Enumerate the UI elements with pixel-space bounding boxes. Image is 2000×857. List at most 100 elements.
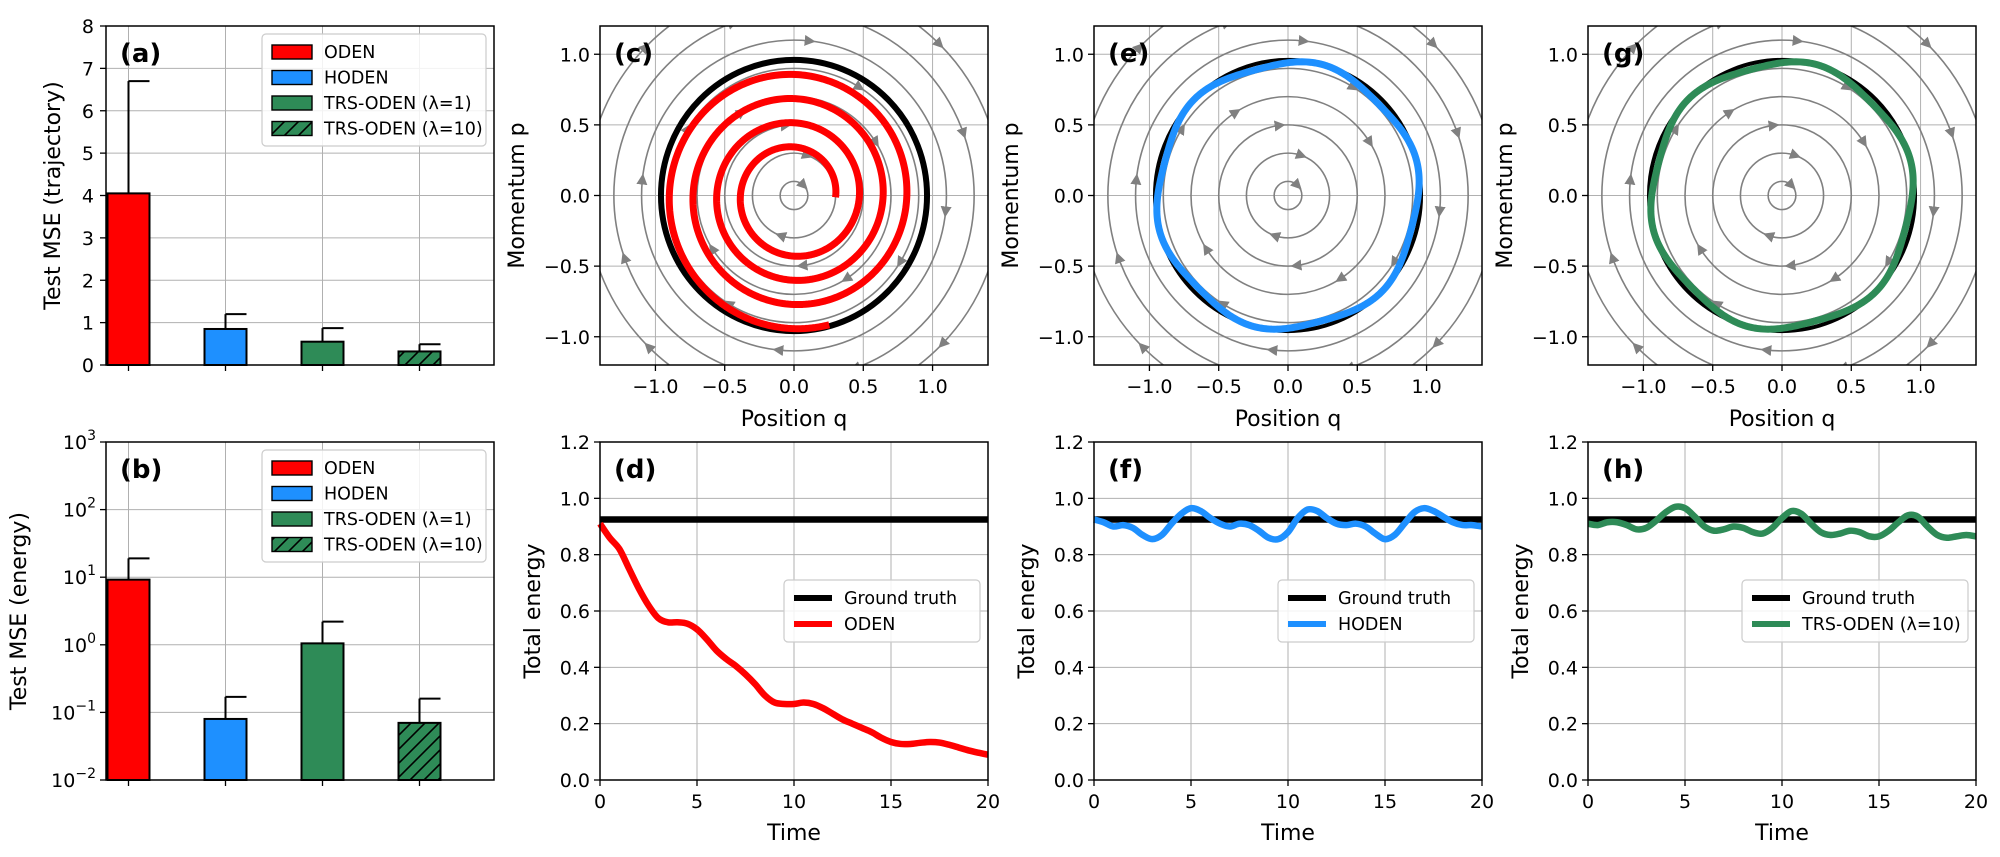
x-axis-label: Time (766, 821, 821, 846)
flow-arrow (1763, 232, 1776, 243)
x-axis-label: Time (1754, 821, 1809, 846)
flow-arrow (638, 42, 650, 55)
x-tick-label: 0.0 (779, 376, 809, 398)
streamline (1711, 124, 1853, 267)
x-tick-label: −1.0 (1620, 376, 1666, 398)
streamline (1273, 180, 1303, 211)
x-tick-label: 20 (1470, 791, 1494, 813)
y-tick-label: 0.6 (1548, 601, 1578, 623)
x-axis-label: Position q (1729, 407, 1836, 432)
flow-arrow (1632, 342, 1645, 355)
panel-c: −1.0 −0.5 0.0 0.5 1.0 −1.0 −0.5 0.0 0.5 1.0 Positi… (505, 25, 989, 432)
flow-arrow (1837, 361, 1850, 365)
flow-arrow (1335, 271, 1348, 283)
y-tick-label: 7 (82, 58, 94, 80)
flow-arrow (1217, 300, 1230, 312)
flow-arrow (1609, 252, 1620, 265)
flow-arrow (1132, 42, 1144, 55)
bar (300, 642, 345, 782)
y-tick-label: 8 (82, 16, 94, 38)
legend-label: TRS-ODEN (λ=1) (323, 94, 472, 114)
bar (106, 578, 151, 781)
legend-box (261, 33, 487, 147)
flow-arrow (1228, 108, 1241, 120)
y-tick-label: 0.2 (1054, 714, 1084, 736)
y-tick-label: 0.5 (560, 115, 590, 137)
y-tick-label: 0.8 (560, 545, 590, 567)
y-axis-label: Test MSE (energy) (7, 512, 32, 711)
x-tick-label: −0.5 (1690, 376, 1736, 398)
legend-label: HODEN (324, 69, 389, 89)
y-tick-label: 4 (82, 186, 94, 208)
flow-arrow (1346, 79, 1359, 91)
streamline (779, 180, 809, 211)
y-tick-label: 0.0 (1054, 770, 1084, 792)
x-tick-label: 0.0 (1273, 376, 1303, 398)
bar (106, 192, 151, 366)
y-tick-label: 0.4 (1054, 657, 1084, 679)
panel-d: 0 5 10 15 20 0.0 0.2 0.4 0.6 0.8 1.0 1.2 Time Total e… (521, 432, 1000, 846)
flow-arrow (1425, 36, 1438, 49)
flow-arrow (1944, 126, 1955, 139)
x-tick-label: 15 (1867, 791, 1891, 813)
panel-label: (e) (1108, 39, 1149, 69)
y-tick-label: 10−1 (51, 698, 96, 724)
x-tick-label: 0 (594, 791, 606, 813)
y-axis-label: Total energy (1509, 543, 1534, 679)
plot-area (1094, 26, 1482, 365)
legend-swatch (271, 44, 313, 60)
prediction-trajectory (1647, 58, 1917, 333)
legend-swatch (271, 69, 313, 86)
x-tick-label: 15 (879, 791, 903, 813)
streamline (1162, 67, 1414, 324)
x-tick-label: 15 (1373, 791, 1397, 813)
panel-a: 0 1 2 3 4 5 6 7 8 Test MSE (trajectory) (a) ODEN HOD… (41, 16, 495, 377)
y-tick-label: 1 (82, 313, 94, 335)
y-tick-label: −1.0 (1038, 327, 1084, 349)
legend-label: ODEN (324, 459, 375, 479)
x-tick-label: 10 (1276, 791, 1300, 813)
flow-arrow (938, 336, 950, 349)
y-tick-label: 1.0 (560, 488, 590, 510)
legend-label: HODEN (324, 485, 389, 505)
y-tick-label: 2 (82, 270, 94, 292)
flow-arrow (1450, 126, 1461, 139)
y-tick-label: 0.5 (1548, 115, 1578, 137)
prediction-line (1587, 503, 1977, 542)
x-tick-label: 5 (691, 791, 703, 813)
x-axis-label: Position q (1235, 407, 1342, 432)
flow-arrow (1138, 342, 1151, 355)
y-tick-label: −0.5 (1532, 256, 1578, 278)
flow-arrow (1432, 336, 1444, 349)
panel-label: (f) (1108, 455, 1143, 485)
panel-label: (a) (120, 39, 161, 69)
x-axis-label: Time (1260, 821, 1315, 846)
panel-e: −1.0 −0.5 0.0 0.5 1.0 −1.0 −0.5 0.0 0.5 1.0 Positi… (999, 25, 1483, 432)
bar-hatch (398, 722, 441, 780)
legend-label: TRS-ODEN (λ=10) (1801, 615, 1961, 635)
legend-label: ODEN (324, 43, 375, 63)
panel-label: (h) (1602, 455, 1644, 485)
legend-swatch (271, 485, 313, 502)
flow-arrow (1926, 336, 1938, 349)
flow-arrow (849, 361, 862, 365)
flow-arrow (796, 177, 808, 190)
plot-area (1588, 26, 1976, 365)
y-axis-label: Momentum p (505, 122, 530, 268)
flow-arrow (1220, 26, 1233, 30)
y-tick-label: 0.4 (1548, 657, 1578, 679)
streamline (1656, 67, 1908, 324)
x-tick-label: 0 (1088, 791, 1100, 813)
flow-arrow (1919, 36, 1932, 49)
flow-arrow (1722, 108, 1735, 120)
flow-arrow (868, 135, 879, 148)
flow-arrow (723, 300, 736, 312)
x-tick-label: 0.5 (1342, 376, 1372, 398)
x-tick-label: −0.5 (702, 376, 748, 398)
y-tick-label: 0.0 (560, 186, 590, 208)
y-tick-label: 1.2 (560, 432, 590, 454)
legend-label: Ground truth (1802, 589, 1915, 609)
legend-label: HODEN (1338, 615, 1403, 635)
panel-label: (d) (614, 455, 656, 485)
legend-label: Ground truth (844, 589, 957, 609)
